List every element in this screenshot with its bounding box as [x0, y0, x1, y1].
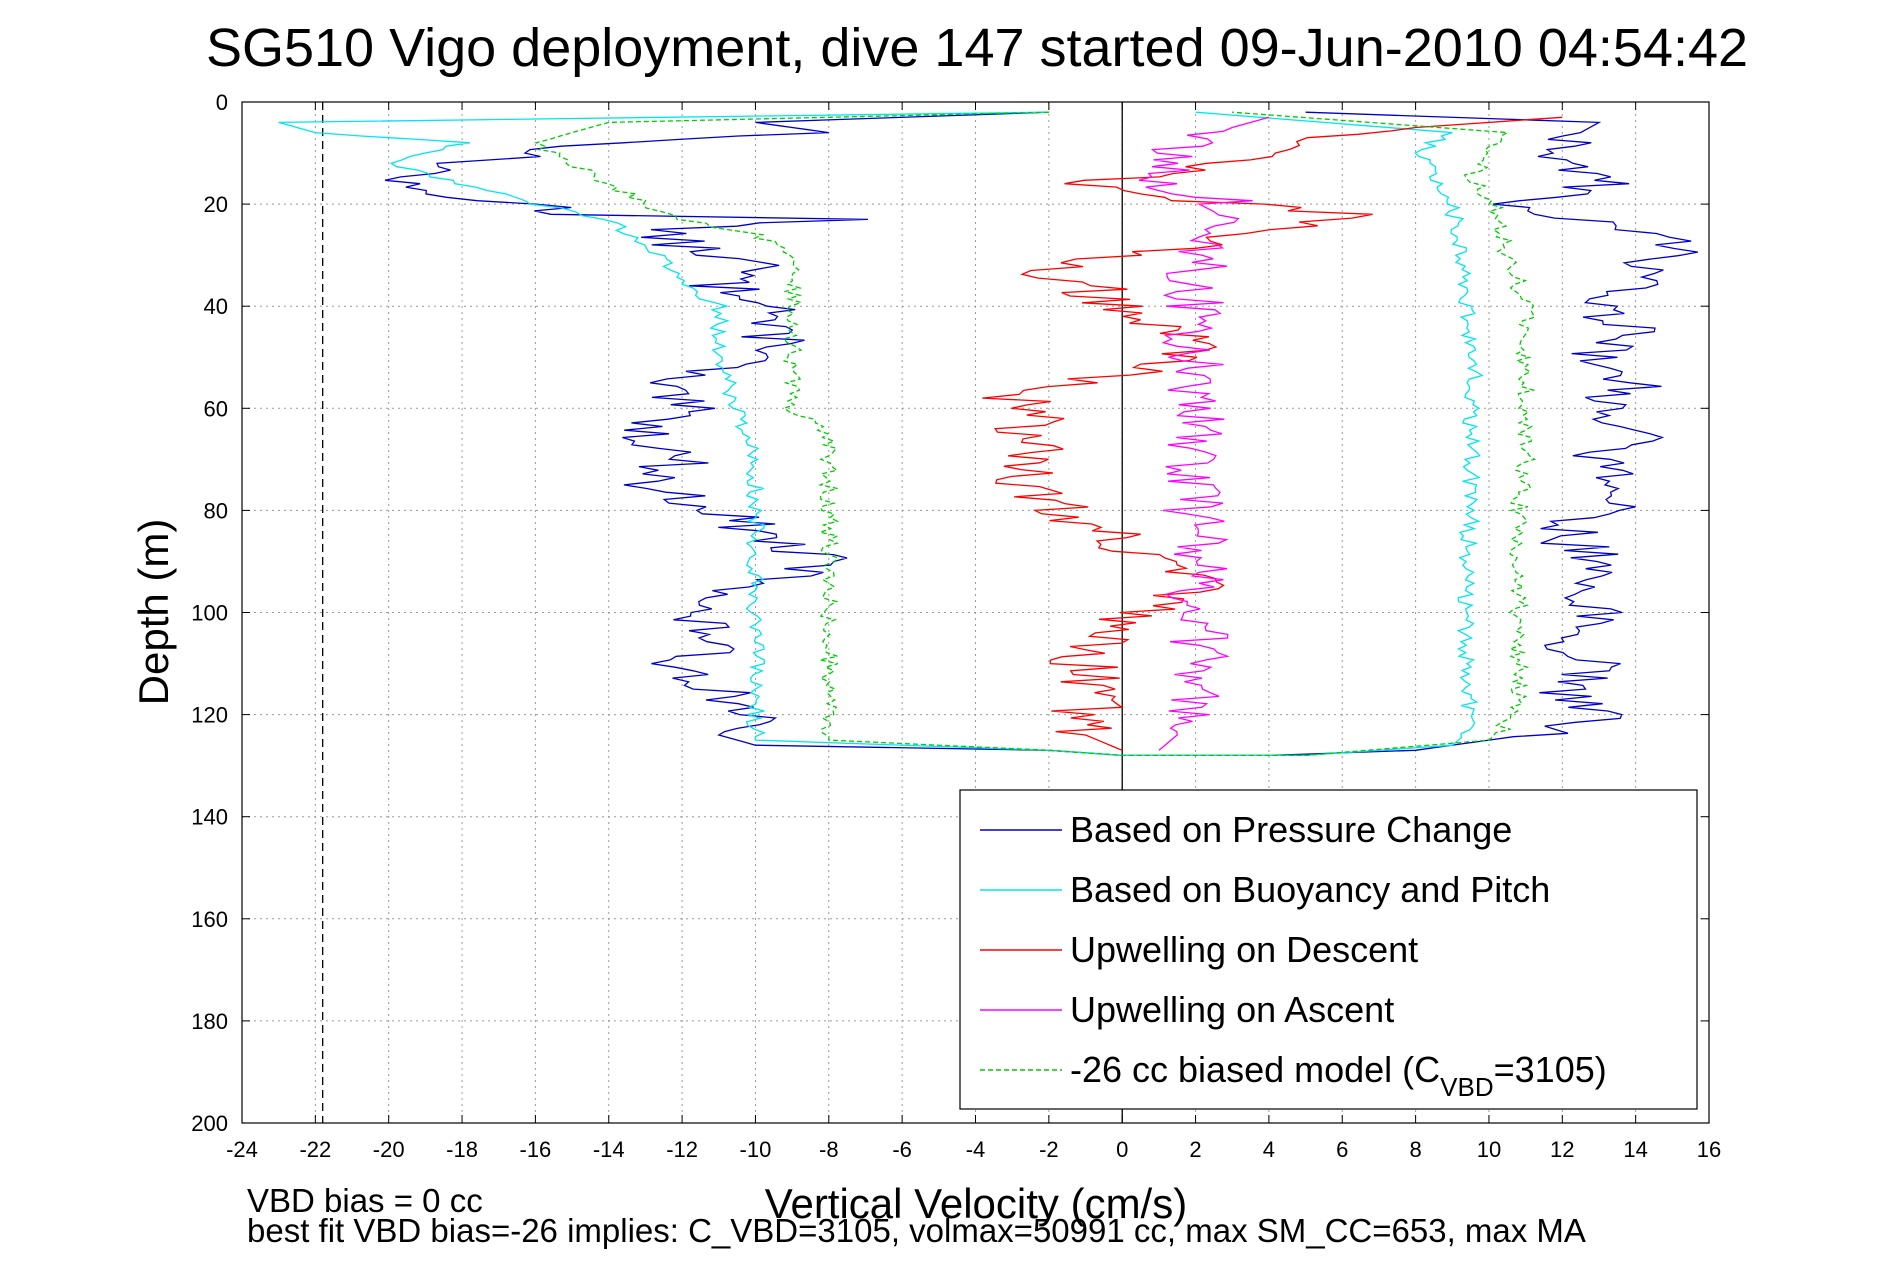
x-tick-label: -8: [819, 1137, 839, 1162]
x-tick-label: -24: [226, 1137, 258, 1162]
x-tick-label: 4: [1263, 1137, 1275, 1162]
y-tick-label: 20: [204, 192, 228, 217]
x-tick-label: 10: [1477, 1137, 1501, 1162]
x-tick-label: -22: [299, 1137, 331, 1162]
legend-box: [959, 789, 1698, 1110]
legend-label: Upwelling on Ascent: [1070, 989, 1394, 1030]
y-tick-label: 60: [204, 396, 228, 421]
x-tick-labels: -24 -22 -20 -18 -16 -14 -12 -10 -8 -6 -4 -2 0 2 4 6 8 10 1…: [226, 1137, 1721, 1162]
plot-frame: [241, 101, 1710, 1124]
series-line: [533, 111, 1536, 757]
y-tick-label: 0: [216, 90, 228, 115]
y-axis-label: Depth (m): [130, 519, 177, 706]
legend-label: -26 cc biased model (CVBD=3105): [1070, 1049, 1607, 1102]
x-tick-label: 6: [1336, 1137, 1348, 1162]
legend-label: Based on Buoyancy and Pitch: [1070, 869, 1550, 910]
x-tick-label: -4: [966, 1137, 986, 1162]
legend-label-tail: =3105): [1494, 1049, 1607, 1090]
series-line: [278, 111, 1484, 757]
footnote-best-fit: best fit VBD bias=-26 implies: C_VBD=310…: [247, 1212, 1586, 1249]
y-tick-label: 40: [204, 294, 228, 319]
y-tick-label: 120: [191, 703, 228, 728]
footnote-vbd-bias: VBD bias = 0 cc: [247, 1182, 483, 1219]
x-tick-label: -10: [740, 1137, 772, 1162]
x-tick-label: 2: [1189, 1137, 1201, 1162]
x-tick-label: -2: [1039, 1137, 1059, 1162]
y-tick-label: 160: [191, 907, 228, 932]
x-tick-label: 14: [1623, 1137, 1647, 1162]
series-line: [982, 116, 1563, 751]
legend-label: Based on Pressure Change: [1070, 809, 1512, 850]
x-tick-label: -6: [892, 1137, 912, 1162]
x-tick-label: 16: [1697, 1137, 1721, 1162]
x-tick-label: 0: [1116, 1137, 1128, 1162]
y-tick-labels: 0 20 40 60 80 100 120 140 160 180 200: [191, 90, 228, 1136]
y-tick-label: 100: [191, 601, 228, 626]
legend-label: Upwelling on Descent: [1070, 929, 1418, 970]
y-tick-label: 80: [204, 498, 228, 523]
x-tick-label: 8: [1409, 1137, 1421, 1162]
y-tick-label: 180: [191, 1009, 228, 1034]
legend-label-main: -26 cc biased model (C: [1070, 1049, 1440, 1090]
y-tick-label: 140: [191, 805, 228, 830]
x-tick-label: -14: [593, 1137, 625, 1162]
grid: [241, 101, 1710, 1124]
series-group: [278, 111, 1698, 757]
legend-label-subscript: VBD: [1440, 1072, 1493, 1102]
x-tick-label: -18: [446, 1137, 478, 1162]
chart-title: SG510 Vigo deployment, dive 147 started …: [206, 18, 1748, 78]
legend: Based on Pressure Change Based on Buoyanc…: [959, 789, 1698, 1110]
x-tick-label: -20: [373, 1137, 405, 1162]
x-tick-label: -16: [520, 1137, 552, 1162]
x-tick-label: 12: [1550, 1137, 1574, 1162]
x-tick-label: -12: [666, 1137, 698, 1162]
y-tick-label: 200: [191, 1111, 228, 1136]
x-axis-label: Vertical Velocity (cm/s): [765, 1180, 1187, 1227]
series-line: [1138, 116, 1270, 751]
